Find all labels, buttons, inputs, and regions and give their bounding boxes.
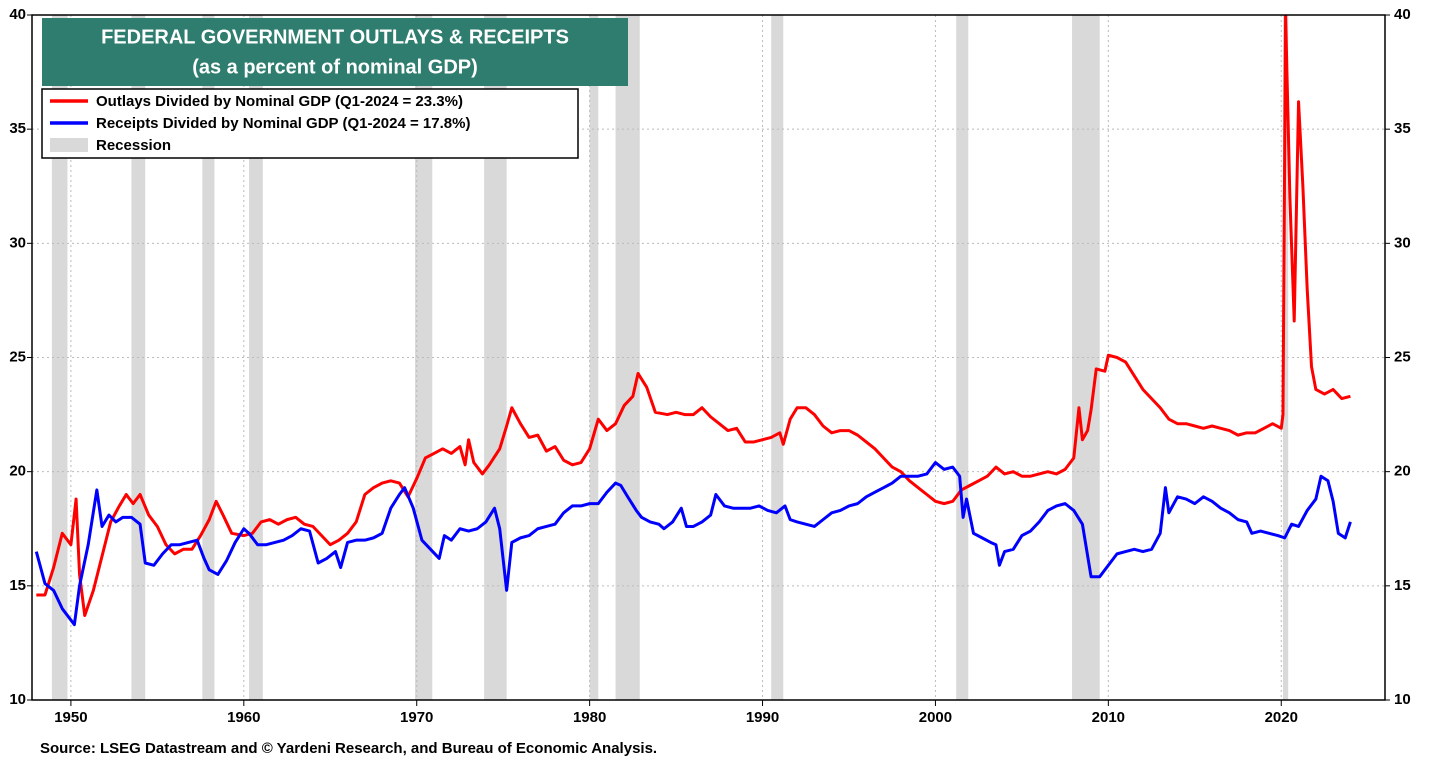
recession-band [248,15,263,700]
legend-box [41,88,579,159]
recession-band [51,15,68,700]
legend-label: Recession [96,137,171,154]
x-tick-label: 2010 [1092,709,1125,726]
legend-label: Outlays Divided by Nominal GDP (Q1-2024 … [96,93,463,110]
series-line [34,461,1352,627]
y2-tick-label: 35 [1394,120,1411,137]
lines [34,15,1352,627]
legend-swatch [50,138,88,152]
y2-tick-label: 20 [1394,463,1411,480]
y2-tick-label: 40 [1394,6,1411,23]
x-tick-label: 1950 [54,709,87,726]
y-tick-label: 20 [9,463,26,480]
y-tick-label: 40 [9,6,26,23]
x-tick-label: 2000 [919,709,952,726]
x-tick-label: 1980 [573,709,606,726]
x-tick-label: 1970 [400,709,433,726]
y-tick-label: 15 [9,577,26,594]
y2-tick-label: 10 [1394,691,1411,708]
recession-band [1072,15,1100,700]
legend: Outlays Divided by Nominal GDP (Q1-2024 … [41,88,579,159]
y-tick-label: 35 [9,120,26,137]
legend-label: Receipts Divided by Nominal GDP (Q1-2024… [96,115,470,132]
source-note: Source: LSEG Datastream and © Yardeni Re… [40,740,657,757]
y-tick-label: 30 [9,234,26,251]
x-tick-label: 2020 [1265,709,1298,726]
y-tick-label: 10 [9,691,26,708]
y2-tick-label: 30 [1394,234,1411,251]
y-tick-label: 25 [9,348,26,365]
recession-band [1282,15,1289,700]
chart-subtitle: (as a percent of nominal GDP) [192,56,478,78]
chart-title: FEDERAL GOVERNMENT OUTLAYS & RECEIPTS [101,26,569,48]
y2-tick-label: 25 [1394,348,1411,365]
plot-frame [31,14,1386,701]
series-line [36,15,1351,618]
y2-tick-label: 15 [1394,577,1411,594]
title-box [42,18,628,86]
x-tick-label: 1960 [227,709,260,726]
x-tick-label: 1990 [746,709,779,726]
